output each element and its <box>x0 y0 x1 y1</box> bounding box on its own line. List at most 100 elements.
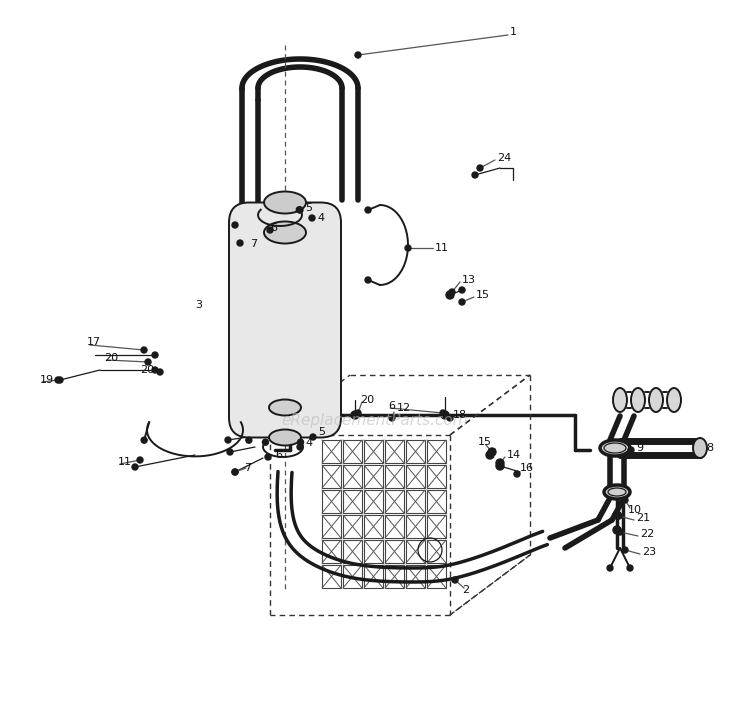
Circle shape <box>141 347 147 353</box>
Text: 9: 9 <box>636 443 643 453</box>
Text: 6: 6 <box>388 401 395 411</box>
Bar <box>343 465 362 488</box>
Ellipse shape <box>269 400 301 416</box>
Bar <box>406 540 425 563</box>
Bar <box>406 490 425 513</box>
Circle shape <box>365 207 371 213</box>
Text: 21: 21 <box>636 513 650 523</box>
Circle shape <box>514 471 520 477</box>
Circle shape <box>137 457 143 463</box>
Circle shape <box>459 299 465 305</box>
Text: 20: 20 <box>360 395 374 405</box>
Circle shape <box>452 577 458 583</box>
Circle shape <box>449 289 455 295</box>
Ellipse shape <box>600 440 630 456</box>
Circle shape <box>472 172 478 178</box>
Circle shape <box>477 165 483 171</box>
Bar <box>385 465 404 488</box>
Bar <box>385 490 404 513</box>
Circle shape <box>355 52 361 58</box>
Circle shape <box>459 287 465 293</box>
Text: 23: 23 <box>642 547 656 557</box>
Circle shape <box>132 464 138 470</box>
Circle shape <box>616 513 622 519</box>
Text: 16: 16 <box>520 463 534 473</box>
Text: 11: 11 <box>118 457 132 467</box>
Text: 2: 2 <box>462 585 470 595</box>
Circle shape <box>446 291 454 299</box>
Bar <box>343 515 362 538</box>
Bar <box>322 440 341 463</box>
Circle shape <box>152 352 158 358</box>
Circle shape <box>57 377 63 383</box>
Bar <box>385 440 404 463</box>
Bar <box>427 565 446 588</box>
Circle shape <box>297 444 303 450</box>
Circle shape <box>496 462 504 470</box>
Circle shape <box>232 222 238 228</box>
Text: 24: 24 <box>497 153 512 163</box>
Circle shape <box>447 415 453 421</box>
Circle shape <box>441 411 449 419</box>
Bar <box>406 465 425 488</box>
Circle shape <box>488 448 496 456</box>
Bar <box>322 465 341 488</box>
Circle shape <box>237 240 243 246</box>
Bar <box>364 440 383 463</box>
Text: 6: 6 <box>275 450 282 460</box>
Circle shape <box>607 565 613 571</box>
Bar <box>364 540 383 563</box>
Circle shape <box>622 497 628 503</box>
Bar <box>343 490 362 513</box>
Ellipse shape <box>264 221 306 243</box>
Circle shape <box>309 215 315 221</box>
Ellipse shape <box>667 388 681 412</box>
Circle shape <box>617 529 623 535</box>
Bar <box>322 540 341 563</box>
Circle shape <box>141 437 147 443</box>
Text: 17: 17 <box>87 337 101 347</box>
Circle shape <box>298 439 304 446</box>
Bar <box>385 515 404 538</box>
Bar <box>343 540 362 563</box>
Text: 1: 1 <box>510 27 517 37</box>
Bar <box>385 565 404 588</box>
Circle shape <box>351 411 359 419</box>
Bar <box>406 565 425 588</box>
Text: 19: 19 <box>40 375 54 385</box>
Bar <box>427 440 446 463</box>
Circle shape <box>496 459 504 467</box>
Bar <box>322 490 341 513</box>
Bar <box>364 465 383 488</box>
Text: 11: 11 <box>435 243 449 253</box>
Circle shape <box>389 415 395 421</box>
Bar <box>343 565 362 588</box>
Ellipse shape <box>613 388 627 412</box>
Bar <box>364 515 383 538</box>
Circle shape <box>627 565 633 571</box>
Text: 15: 15 <box>476 290 490 300</box>
Text: 20: 20 <box>104 353 118 363</box>
Circle shape <box>613 511 621 519</box>
Text: 7: 7 <box>250 239 257 249</box>
Circle shape <box>622 547 628 553</box>
Ellipse shape <box>631 388 645 412</box>
Circle shape <box>296 207 302 213</box>
Text: 6: 6 <box>270 223 277 233</box>
Circle shape <box>227 449 233 455</box>
Circle shape <box>405 245 411 251</box>
Circle shape <box>225 437 231 443</box>
Bar <box>406 515 425 538</box>
Ellipse shape <box>604 485 630 499</box>
Circle shape <box>152 367 158 373</box>
Bar <box>427 540 446 563</box>
FancyBboxPatch shape <box>229 203 341 438</box>
Text: 7: 7 <box>244 463 251 473</box>
Circle shape <box>440 410 446 416</box>
Ellipse shape <box>264 191 306 213</box>
Bar <box>427 515 446 538</box>
Bar <box>364 565 383 588</box>
Text: 8: 8 <box>706 443 713 453</box>
Text: 10: 10 <box>628 505 642 515</box>
Text: 5: 5 <box>318 427 325 437</box>
